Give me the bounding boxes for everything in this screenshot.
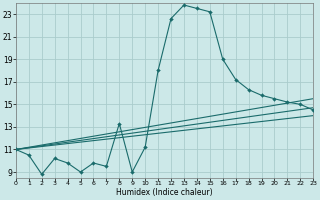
X-axis label: Humidex (Indice chaleur): Humidex (Indice chaleur)	[116, 188, 213, 197]
